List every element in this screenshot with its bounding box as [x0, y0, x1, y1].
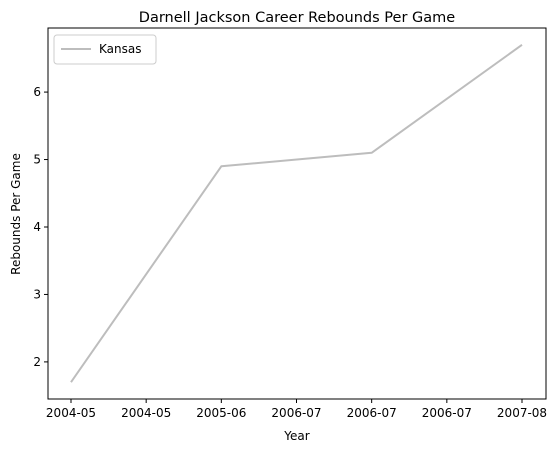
legend-label-kansas: Kansas	[99, 42, 141, 56]
legend: Kansas	[53, 34, 157, 65]
y-tick-label: 3	[33, 287, 41, 301]
y-axis-label: Rebounds Per Game	[9, 153, 23, 275]
series-layer	[70, 44, 523, 383]
y-tick-label: 6	[33, 85, 41, 99]
x-tick-label: 2006-07	[271, 406, 321, 420]
y-tick-label: 2	[33, 355, 41, 369]
tick-layer: 2 3 4 5 6 2004-05 2004-05 2005-06 2006-07 2006-07…	[33, 85, 547, 420]
chart-title: Darnell Jackson Career Rebounds Per Game	[139, 10, 455, 26]
x-tick-label: 2007-08	[497, 406, 547, 420]
legend-box	[53, 34, 157, 65]
y-tick-label: 4	[33, 220, 41, 234]
x-tick-label: 2006-07	[422, 406, 472, 420]
plot-frame	[47, 27, 547, 400]
x-tick-label: 2004-05	[121, 406, 171, 420]
series-line-kansas	[70, 44, 523, 383]
x-tick-label: 2006-07	[347, 406, 397, 420]
x-axis-label: Year	[283, 429, 309, 443]
x-tick-label: 2004-05	[46, 406, 96, 420]
y-tick-label: 5	[33, 153, 41, 167]
x-tick-label: 2005-06	[196, 406, 246, 420]
